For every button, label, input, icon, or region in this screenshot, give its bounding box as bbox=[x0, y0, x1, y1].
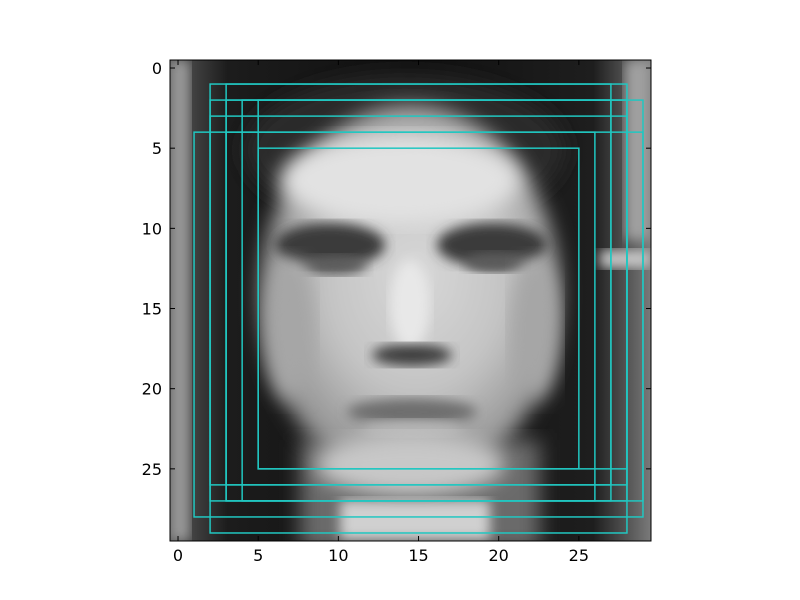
y-axis: 0 5 10 15 20 25 bbox=[142, 59, 162, 479]
y-tick-label: 25 bbox=[142, 460, 162, 479]
y-tick-label: 0 bbox=[152, 59, 162, 78]
y-tick-label: 20 bbox=[142, 380, 162, 399]
x-tick-label: 20 bbox=[489, 546, 509, 565]
x-tick-label: 15 bbox=[408, 546, 428, 565]
x-axis: 0 5 10 15 20 25 bbox=[173, 546, 589, 565]
y-tick-label: 15 bbox=[142, 300, 162, 319]
axes-frame bbox=[169, 59, 652, 542]
axis-ticks bbox=[170, 60, 651, 541]
detection-box bbox=[257, 147, 580, 470]
x-tick-label: 10 bbox=[328, 546, 348, 565]
detection-box bbox=[225, 131, 596, 502]
x-tick-label: 0 bbox=[173, 546, 183, 565]
face-image bbox=[170, 60, 651, 541]
detection-boxes bbox=[193, 83, 644, 534]
x-tick-label: 25 bbox=[569, 546, 589, 565]
y-tick-label: 5 bbox=[152, 139, 162, 158]
x-tick-label: 5 bbox=[253, 546, 263, 565]
detection-box bbox=[209, 115, 628, 534]
y-tick-label: 10 bbox=[142, 219, 162, 238]
